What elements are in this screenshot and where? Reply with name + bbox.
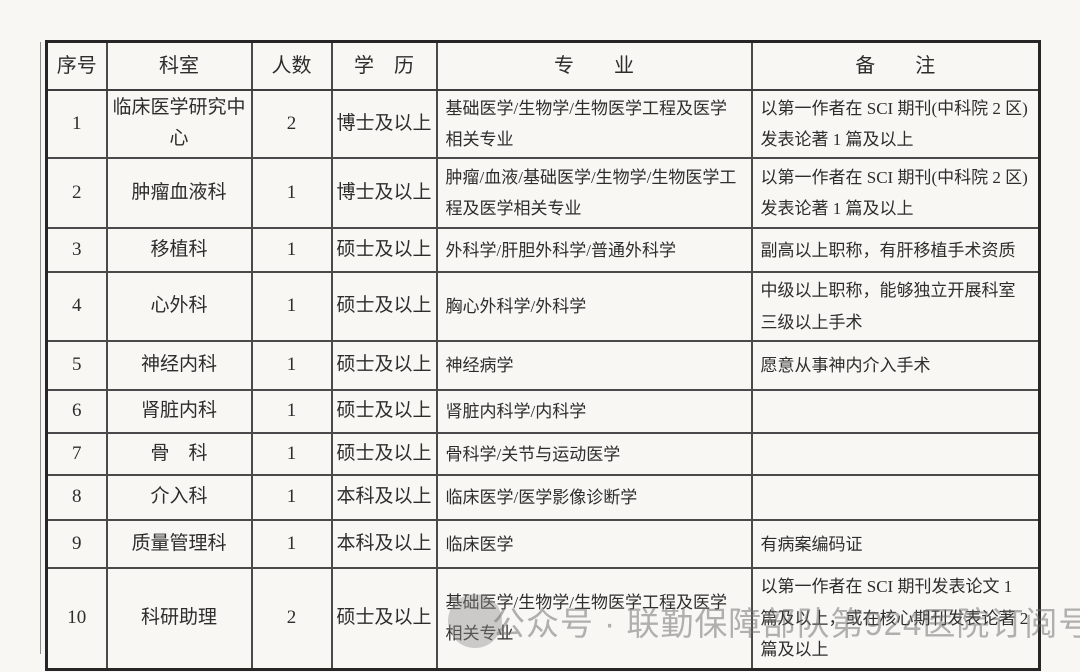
cell-education: 硕士及以上	[330, 432, 438, 477]
cell-major: 临床医学	[435, 519, 753, 570]
table-row: 3 移植科 1 硕士及以上 外科学/肝胆外科学/普通外科学 副高以上职称，有肝移植手术资质	[45, 227, 1041, 274]
cell-index: 7	[45, 432, 108, 477]
cell-department: 肿瘤血液科	[105, 157, 253, 230]
column-header-index: 序号	[45, 40, 108, 91]
cell-count: 1	[250, 271, 333, 343]
cell-index: 10	[45, 567, 108, 671]
cell-index: 5	[45, 340, 108, 392]
table-row: 9 质量管理科 1 本科及以上 临床医学 有病案编码证	[45, 519, 1041, 570]
cell-index: 1	[45, 88, 108, 160]
table-row: 6 肾脏内科 1 硕士及以上 肾脏内科学/内科学	[45, 389, 1041, 435]
table-row: 10 科研助理 2 硕士及以上 基础医学/生物学/生物医学工程及医学相关专业 以第一作者在…	[45, 567, 1041, 671]
cell-major: 肿瘤/血液/基础医学/生物学/生物医学工程及医学相关专业	[435, 157, 753, 230]
cell-count: 1	[250, 519, 333, 570]
cell-count: 1	[250, 474, 333, 522]
table-row: 2 肿瘤血液科 1 博士及以上 肿瘤/血液/基础医学/生物学/生物医学工程及医学相关专业…	[45, 157, 1041, 230]
cell-major: 外科学/肝胆外科学/普通外科学	[435, 227, 753, 274]
cell-department: 移植科	[105, 227, 253, 274]
cell-index: 9	[45, 519, 108, 570]
column-header-education: 学 历	[330, 40, 438, 91]
cell-remark: 有病案编码证	[750, 519, 1041, 570]
cell-count: 1	[250, 340, 333, 392]
table-body: 1 临床医学研究中心 2 博士及以上 基础医学/生物学/生物医学工程及医学相关专业 以第一…	[45, 88, 1041, 671]
cell-index: 8	[45, 474, 108, 522]
cell-index: 4	[45, 271, 108, 343]
cell-index: 2	[45, 157, 108, 230]
cell-remark	[750, 474, 1041, 522]
cell-index: 3	[45, 227, 108, 274]
cell-department: 肾脏内科	[105, 389, 253, 435]
column-header-major: 专 业	[435, 40, 753, 91]
cell-count: 2	[250, 88, 333, 160]
table-row: 1 临床医学研究中心 2 博士及以上 基础医学/生物学/生物医学工程及医学相关专业 以第一…	[45, 88, 1041, 160]
column-header-remark: 备 注	[750, 40, 1041, 91]
cell-education: 博士及以上	[330, 157, 438, 230]
table-row: 4 心外科 1 硕士及以上 胸心外科学/外科学 中级以上职称，能够独立开展科室三级以上手术	[45, 271, 1041, 343]
cell-remark	[750, 432, 1041, 477]
cell-remark: 以第一作者在 SCI 期刊(中科院 2 区)发表论著 1 篇及以上	[750, 157, 1041, 230]
cell-education: 硕士及以上	[330, 340, 438, 392]
cell-count: 1	[250, 432, 333, 477]
table-header-row: 序号 科室 人数学 历专 业备 注	[45, 40, 1041, 91]
table-row: 5 神经内科 1 硕士及以上 神经病学 愿意从事神内介入手术	[45, 340, 1041, 392]
cell-index: 6	[45, 389, 108, 435]
cell-major: 胸心外科学/外科学	[435, 271, 753, 343]
column-header-department: 科室	[105, 40, 253, 91]
cell-major: 基础医学/生物学/生物医学工程及医学相关专业	[435, 567, 753, 671]
cell-count: 2	[250, 567, 333, 671]
scan-edge-line	[40, 42, 41, 654]
cell-department: 神经内科	[105, 340, 253, 392]
cell-count: 1	[250, 227, 333, 274]
cell-department: 质量管理科	[105, 519, 253, 570]
table-row: 8 介入科 1 本科及以上 临床医学/医学影像诊断学	[45, 474, 1041, 522]
cell-department: 骨 科	[105, 432, 253, 477]
cell-department: 介入科	[105, 474, 253, 522]
cell-remark: 愿意从事神内介入手术	[750, 340, 1041, 392]
cell-education: 硕士及以上	[330, 567, 438, 671]
cell-education: 硕士及以上	[330, 389, 438, 435]
cell-major: 骨科学/关节与运动医学	[435, 432, 753, 477]
cell-major: 基础医学/生物学/生物医学工程及医学相关专业	[435, 88, 753, 160]
cell-count: 1	[250, 157, 333, 230]
cell-count: 1	[250, 389, 333, 435]
cell-major: 神经病学	[435, 340, 753, 392]
cell-department: 科研助理	[105, 567, 253, 671]
cell-remark	[750, 389, 1041, 435]
cell-education: 本科及以上	[330, 519, 438, 570]
cell-education: 硕士及以上	[330, 227, 438, 274]
cell-major: 临床医学/医学影像诊断学	[435, 474, 753, 522]
cell-department: 临床医学研究中心	[105, 88, 253, 160]
cell-department: 心外科	[105, 271, 253, 343]
recruitment-table: 序号 科室 人数学 历专 业备 注 1 临床医学研究中心 2 博士及以上 基础医学/生物学/…	[45, 40, 1041, 671]
table-header: 序号 科室 人数学 历专 业备 注	[45, 40, 1041, 91]
cell-remark: 中级以上职称，能够独立开展科室三级以上手术	[750, 271, 1041, 343]
cell-remark: 副高以上职称，有肝移植手术资质	[750, 227, 1041, 274]
cell-education: 博士及以上	[330, 88, 438, 160]
cell-education: 本科及以上	[330, 474, 438, 522]
cell-education: 硕士及以上	[330, 271, 438, 343]
cell-remark: 以第一作者在 SCI 期刊(中科院 2 区)发表论著 1 篇及以上	[750, 88, 1041, 160]
cell-remark: 以第一作者在 SCI 期刊发表论文 1 篇及以上，或在核心期刊发表论著 2 篇及…	[750, 567, 1041, 671]
cell-major: 肾脏内科学/内科学	[435, 389, 753, 435]
column-header-count: 人数	[250, 40, 333, 91]
